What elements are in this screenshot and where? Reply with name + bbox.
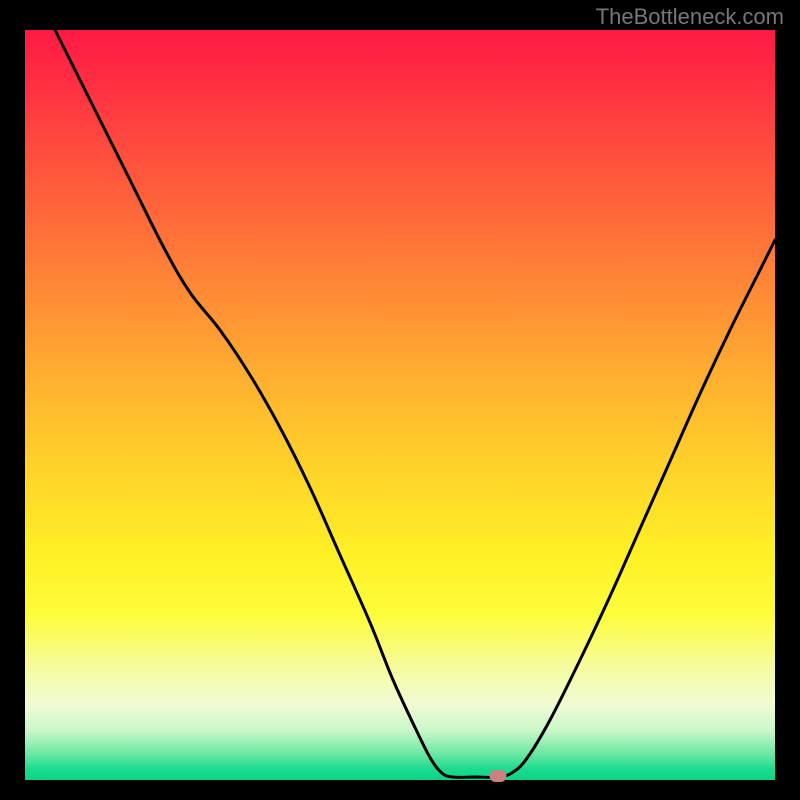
bottleneck-curve xyxy=(25,30,775,780)
chart-frame: TheBottleneck.com xyxy=(0,0,800,800)
curve-path xyxy=(55,30,775,777)
watermark-label: TheBottleneck.com xyxy=(596,4,784,30)
plot-area xyxy=(25,30,775,780)
optimal-point-marker xyxy=(489,770,506,782)
